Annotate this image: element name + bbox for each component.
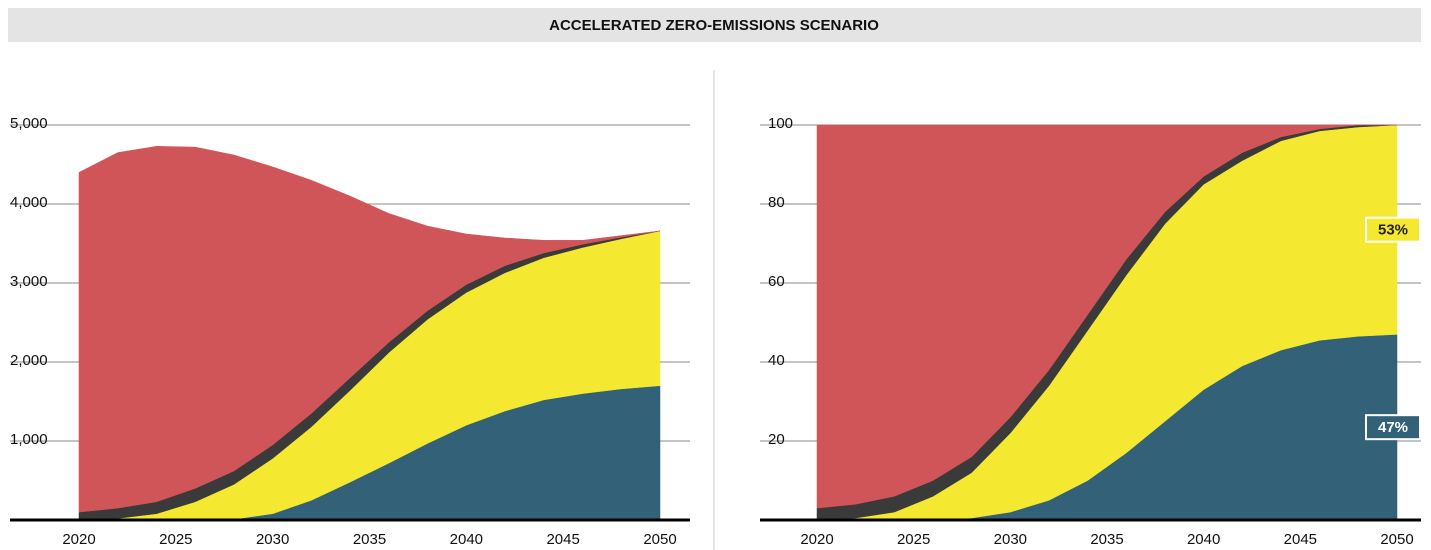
area — [78, 146, 661, 513]
x-tick-label: 2035 — [1090, 531, 1123, 548]
title: ACCELERATED ZERO-EMISSIONS SCENARIO — [549, 17, 879, 34]
x-tick-label: 2035 — [353, 531, 386, 548]
title-bar — [8, 8, 1421, 42]
x-tick-label: 2045 — [1284, 531, 1317, 548]
y-tick-label: 5,000 — [10, 115, 48, 132]
y-tick-label: 80 — [768, 194, 785, 211]
y-tick-label: 4,000 — [10, 194, 48, 211]
x-tick-label: 2030 — [256, 531, 289, 548]
end-label: 53% — [1378, 222, 1408, 239]
y-tick-label: 2,000 — [10, 352, 48, 369]
x-tick-label: 2040 — [450, 531, 483, 548]
x-tick-label: 2020 — [800, 531, 833, 548]
y-tick-label: 60 — [768, 273, 785, 290]
areas — [78, 146, 661, 521]
x-tick-label: 2045 — [546, 531, 579, 548]
x-tick-label: 2025 — [897, 531, 930, 548]
x-tick-label: 2030 — [994, 531, 1027, 548]
end-label-box — [1365, 414, 1421, 441]
end-label-box — [1365, 216, 1421, 243]
x-tick-label: 2040 — [1187, 531, 1220, 548]
x-tick-label: 2050 — [643, 531, 676, 548]
y-tick-label: 3,000 — [10, 273, 48, 290]
areas — [816, 124, 1398, 521]
end-label: 47% — [1378, 419, 1408, 436]
area — [816, 124, 1397, 509]
y-tick-label: 1,000 — [10, 431, 48, 448]
y-tick-label: 40 — [768, 352, 785, 369]
x-tick-label: 2025 — [159, 531, 192, 548]
x-tick-label: 2020 — [62, 531, 95, 548]
y-tick-label: 100 — [768, 115, 793, 132]
y-tick-label: 20 — [768, 431, 785, 448]
x-tick-label: 2050 — [1380, 531, 1413, 548]
